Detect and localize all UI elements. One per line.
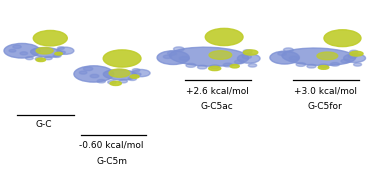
Ellipse shape <box>109 69 130 77</box>
Ellipse shape <box>90 74 99 78</box>
Text: +3.0 kcal/mol: +3.0 kcal/mol <box>294 86 356 95</box>
Ellipse shape <box>119 79 127 83</box>
Ellipse shape <box>110 81 121 85</box>
Ellipse shape <box>234 60 244 64</box>
Ellipse shape <box>330 62 339 66</box>
Ellipse shape <box>349 55 357 58</box>
Ellipse shape <box>13 45 21 49</box>
Ellipse shape <box>79 71 87 74</box>
Ellipse shape <box>318 66 329 69</box>
Ellipse shape <box>31 48 62 57</box>
Ellipse shape <box>97 79 105 83</box>
Ellipse shape <box>9 49 16 52</box>
Ellipse shape <box>163 55 172 58</box>
Ellipse shape <box>319 64 328 68</box>
Ellipse shape <box>270 51 299 64</box>
Ellipse shape <box>130 75 139 78</box>
Ellipse shape <box>230 64 239 68</box>
Ellipse shape <box>169 47 249 66</box>
Ellipse shape <box>108 80 116 84</box>
Ellipse shape <box>55 52 62 55</box>
Ellipse shape <box>33 30 67 46</box>
Ellipse shape <box>290 56 299 60</box>
Ellipse shape <box>353 63 361 66</box>
Ellipse shape <box>307 64 316 68</box>
Ellipse shape <box>186 63 196 67</box>
Ellipse shape <box>296 63 306 66</box>
Ellipse shape <box>317 52 338 60</box>
Ellipse shape <box>248 64 257 67</box>
Ellipse shape <box>20 52 28 55</box>
Ellipse shape <box>237 54 260 63</box>
Ellipse shape <box>133 73 141 76</box>
Ellipse shape <box>45 57 52 60</box>
Ellipse shape <box>180 56 189 60</box>
Text: -0.60 kcal/mol: -0.60 kcal/mol <box>79 140 144 149</box>
Ellipse shape <box>223 63 232 67</box>
Ellipse shape <box>278 52 286 55</box>
Ellipse shape <box>205 28 243 46</box>
Ellipse shape <box>26 57 33 60</box>
Text: G-C: G-C <box>35 120 52 129</box>
Text: +2.6 kcal/mol: +2.6 kcal/mol <box>186 86 249 95</box>
Ellipse shape <box>74 66 113 82</box>
Ellipse shape <box>284 48 293 52</box>
Ellipse shape <box>210 65 219 69</box>
Ellipse shape <box>350 50 358 54</box>
Ellipse shape <box>157 51 189 64</box>
Ellipse shape <box>174 47 184 51</box>
Text: G-C5ac: G-C5ac <box>201 102 234 111</box>
Ellipse shape <box>341 59 350 63</box>
Ellipse shape <box>243 50 252 53</box>
Ellipse shape <box>344 54 366 62</box>
Text: G-C5for: G-C5for <box>308 102 342 111</box>
Ellipse shape <box>58 51 65 54</box>
Ellipse shape <box>103 50 141 67</box>
Ellipse shape <box>57 47 74 54</box>
Ellipse shape <box>57 47 64 50</box>
Ellipse shape <box>128 77 136 80</box>
Ellipse shape <box>350 51 363 56</box>
Ellipse shape <box>53 54 61 57</box>
Ellipse shape <box>243 50 258 55</box>
Ellipse shape <box>197 65 207 69</box>
Ellipse shape <box>36 58 46 62</box>
Ellipse shape <box>242 55 251 59</box>
Ellipse shape <box>4 44 40 58</box>
Ellipse shape <box>282 48 355 66</box>
Ellipse shape <box>83 67 93 71</box>
Ellipse shape <box>324 30 361 47</box>
Ellipse shape <box>209 51 232 59</box>
Ellipse shape <box>35 57 43 60</box>
Ellipse shape <box>36 47 53 54</box>
Text: G-C5m: G-C5m <box>96 157 127 165</box>
Ellipse shape <box>103 70 137 80</box>
Ellipse shape <box>132 69 140 72</box>
Ellipse shape <box>132 69 150 77</box>
Ellipse shape <box>209 66 221 71</box>
Ellipse shape <box>167 51 177 55</box>
